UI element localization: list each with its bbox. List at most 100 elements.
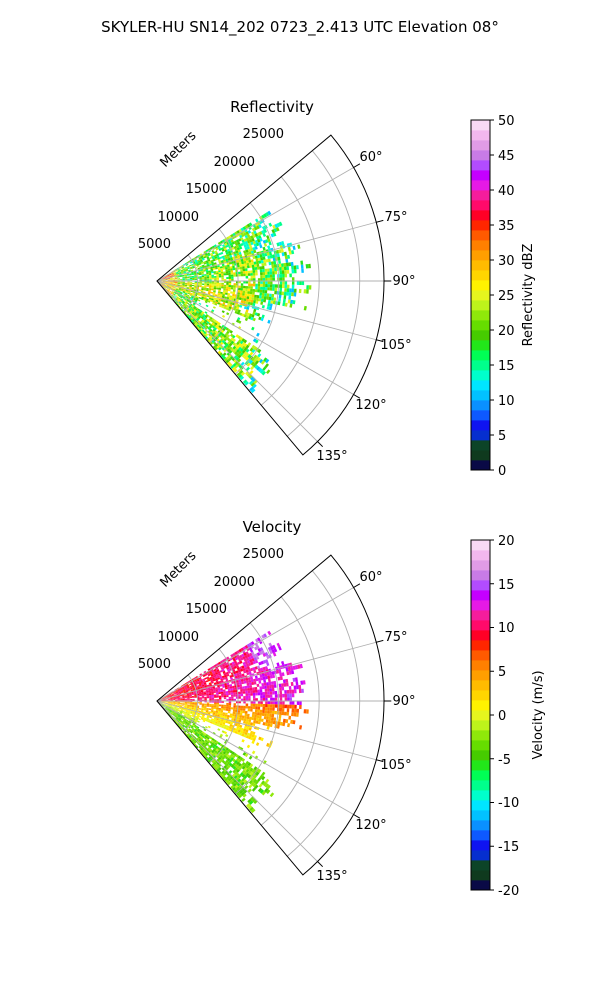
radar-gate <box>184 712 188 715</box>
radar-gate <box>269 674 273 679</box>
radar-gate <box>236 294 240 298</box>
radar-gate <box>211 277 215 280</box>
radar-gate <box>171 692 174 695</box>
radar-gate <box>198 708 202 710</box>
radar-gate <box>206 272 209 275</box>
radar-gate <box>257 706 261 710</box>
radar-gate <box>281 266 285 271</box>
radar-gate <box>167 281 171 283</box>
radar-gate <box>184 726 187 729</box>
radar-gate <box>192 277 195 279</box>
radar-gate <box>216 758 220 762</box>
radar-gate <box>218 340 222 344</box>
radar-gate <box>232 349 237 354</box>
radar-gate <box>217 266 221 269</box>
colorbar-tick-label: -10 <box>498 796 519 811</box>
radar-gate <box>188 728 192 731</box>
radar-gate <box>240 689 243 692</box>
radar-gate <box>223 281 227 283</box>
radar-gate <box>166 705 170 707</box>
radar-gate <box>213 327 217 331</box>
radar-gate <box>212 267 216 270</box>
radar-gate <box>223 697 227 700</box>
radar-gate <box>221 701 224 703</box>
radar-gate <box>252 731 256 735</box>
radar-gate <box>212 300 216 303</box>
radar-gate <box>248 662 252 666</box>
radar-gate <box>182 263 186 266</box>
radar-gate <box>208 756 212 760</box>
radar-gate <box>176 272 179 275</box>
radar-gate <box>204 677 207 680</box>
radar-gate <box>211 742 215 746</box>
radar-gate <box>191 728 195 732</box>
radar-gate <box>199 293 203 296</box>
radar-gate <box>221 255 225 259</box>
colorbar-swatch <box>471 450 490 461</box>
radar-gate <box>235 244 240 249</box>
radar-gate <box>168 707 172 709</box>
radar-gate <box>235 754 239 758</box>
radar-gate <box>227 764 231 769</box>
radar-gate <box>184 705 187 707</box>
radar-gate <box>238 681 242 685</box>
radar-gate <box>258 640 263 645</box>
radar-gate <box>269 704 273 708</box>
velocity-colorbar: -20 -15 -10 -5 0 5 10 15 20 Velocity (m/… <box>470 534 546 899</box>
radar-gate <box>180 722 184 726</box>
radar-gate <box>253 774 258 779</box>
radar-gate <box>254 709 258 713</box>
radar-gate <box>260 667 264 672</box>
radar-gate <box>192 704 195 706</box>
radar-gate <box>267 210 272 216</box>
radar-gate <box>230 270 234 273</box>
radar-gate <box>173 720 176 723</box>
radar-gate <box>272 704 275 708</box>
radar-gate <box>189 266 193 269</box>
radar-gate <box>220 268 223 271</box>
radar-gate <box>236 306 240 310</box>
radar-gate <box>250 241 254 246</box>
radar-gate <box>165 279 168 281</box>
radar-gate <box>293 708 297 713</box>
radar-gate <box>264 675 268 680</box>
radar-gate <box>184 699 188 701</box>
radar-gate <box>291 269 295 274</box>
radar-gate <box>214 723 218 726</box>
radar-gate <box>281 270 285 274</box>
radar-gate <box>271 264 275 269</box>
radar-gate <box>189 695 192 697</box>
radar-gate <box>246 672 250 676</box>
radar-gate <box>203 334 207 338</box>
radar-gate <box>170 279 173 280</box>
radar-gate <box>187 705 190 707</box>
radar-gate <box>243 355 248 360</box>
radar-gate <box>249 347 254 352</box>
radar-gate <box>261 314 265 319</box>
radar-gate <box>233 355 238 359</box>
radar-gate <box>225 269 228 272</box>
radar-gate <box>249 291 253 295</box>
radar-gate <box>210 252 213 256</box>
radar-gate <box>211 271 214 274</box>
radar-gate <box>258 661 262 666</box>
radar-gate <box>245 680 249 684</box>
radar-gate <box>222 664 226 668</box>
radar-gate <box>209 331 213 335</box>
radar-gate <box>176 720 180 723</box>
radar-gate <box>175 290 178 293</box>
radar-gate <box>241 758 246 762</box>
radar-gate <box>231 666 235 670</box>
radar-gate <box>239 674 243 678</box>
radar-gate <box>239 295 243 298</box>
radar-gate <box>227 308 231 312</box>
radar-gate <box>221 284 224 287</box>
radar-gate <box>260 286 263 290</box>
radar-gate <box>296 712 299 717</box>
radar-gate <box>178 709 181 712</box>
radar-gate <box>271 687 275 692</box>
radar-gate <box>261 214 265 219</box>
radar-gate <box>165 701 168 703</box>
radar-gate <box>217 720 221 723</box>
radar-gate <box>208 693 212 696</box>
